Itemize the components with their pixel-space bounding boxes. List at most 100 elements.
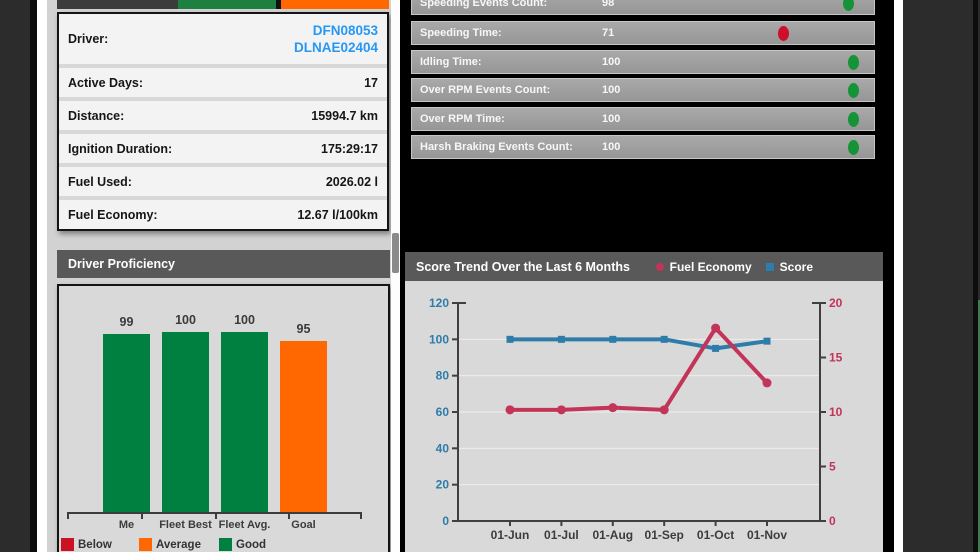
info-row: Fuel Used: 2026.02 l xyxy=(59,163,387,196)
data-point-fuel-economy xyxy=(659,405,669,415)
score-trend-title: Score Trend Over the Last 6 Months xyxy=(416,259,630,274)
legend-label: Below xyxy=(78,538,112,551)
info-value: 15994.7 km xyxy=(311,108,378,123)
average-swatch-icon xyxy=(139,538,152,551)
bar-value-label: 100 xyxy=(175,313,196,327)
info-label: Driver: xyxy=(68,32,109,46)
left-scrollbar[interactable] xyxy=(391,0,400,552)
info-label: Distance: xyxy=(68,108,125,123)
status-dot-good-icon xyxy=(847,140,859,155)
legend-average[interactable]: Average xyxy=(139,538,201,551)
data-point-score xyxy=(506,335,514,343)
series-line-score xyxy=(508,337,769,351)
score-detail-column: Speeding Events Count: 98 Speeding Time: 71… xyxy=(400,0,894,552)
info-row: Ignition Duration: 175:29:17 xyxy=(59,130,387,163)
metric-row: Idling Time: 100 xyxy=(411,49,875,74)
data-point-fuel-economy xyxy=(608,403,618,413)
right-gutter xyxy=(894,0,903,552)
info-label: Ignition Duration: xyxy=(68,141,173,156)
right-tick-label: 15 xyxy=(829,351,843,365)
legend-label: Average xyxy=(156,538,201,551)
info-row: Fuel Economy: 12.67 l/100km xyxy=(59,196,387,229)
info-value: 12.67 l/100km xyxy=(297,207,378,222)
bar-category-label: Fleet Avg. xyxy=(218,519,271,531)
metric-value: 100 xyxy=(602,84,621,96)
right-tick-label: 10 xyxy=(829,405,843,419)
status-dot-good-icon xyxy=(847,111,859,127)
metric-label: Over RPM Events Count: xyxy=(420,84,551,96)
info-label: Active Days: xyxy=(68,75,144,90)
info-value: 2026.02 l xyxy=(325,174,378,189)
info-row: Driver: DFN08053 DLNAE02404 xyxy=(59,14,387,64)
score-marker-icon xyxy=(765,262,774,271)
bezel-stripe xyxy=(973,0,978,552)
proficiency-bar-fleet-best xyxy=(162,332,209,512)
data-point-score xyxy=(660,335,668,343)
series-line-fuel-economy xyxy=(508,326,769,412)
score-gauge-bar xyxy=(57,0,389,9)
below-swatch-icon xyxy=(61,538,74,551)
driver-info-table: Driver: DFN08053 DLNAE02404 Active Days: 17 D… xyxy=(57,12,389,231)
x-tick-label: 01-Sep xyxy=(645,528,684,542)
legend-fuel-economy[interactable]: Fuel Economy xyxy=(655,259,752,274)
score-trend-legend: Fuel Economy Score xyxy=(655,252,813,281)
bar-category-label: Goal xyxy=(291,519,316,531)
metric-label: Speeding Time: xyxy=(420,27,502,39)
driver-proficiency-header: Driver Proficiency xyxy=(57,250,390,278)
fuel-economy-label: Fuel Economy xyxy=(669,259,752,274)
proficiency-bar-goal xyxy=(280,341,327,512)
right-tick-label: 20 xyxy=(829,296,843,310)
x-axis-tick xyxy=(140,514,143,519)
metric-label: Speeding Events Count: xyxy=(420,0,548,9)
edge-artifact xyxy=(978,300,980,552)
data-point-fuel-economy xyxy=(556,405,566,415)
score-trend-plot: 0 20 40 60 80 100 120 0 5 10 15 20 01-Jun 01-Jul 01-Au… xyxy=(429,296,843,542)
x-tick-label: 01-Jul xyxy=(544,528,579,542)
info-row: Distance: 15994.7 km xyxy=(59,97,387,130)
gauge-segment-dark xyxy=(57,0,178,9)
status-dot-good-icon xyxy=(843,0,855,11)
left-tick-label: 120 xyxy=(429,296,449,310)
x-tick-label: 01-Oct xyxy=(697,528,734,542)
x-tick-label: 01-Aug xyxy=(592,528,633,542)
left-tick-label: 40 xyxy=(436,441,450,455)
legend-good[interactable]: Good xyxy=(219,538,266,551)
metric-row: Speeding Events Count: 98 xyxy=(411,0,875,15)
driver-id: DFN08053 xyxy=(312,23,378,38)
driver-proficiency-title: Driver Proficiency xyxy=(68,257,175,271)
metric-label: Over RPM Time: xyxy=(420,112,505,125)
driver-id-values: DFN08053 DLNAE02404 xyxy=(294,22,378,56)
x-axis-tick xyxy=(214,514,217,519)
fuel-economy-marker-icon xyxy=(655,262,664,271)
proficiency-bar-fleet-avg- xyxy=(221,332,268,512)
right-tick-label: 5 xyxy=(829,460,836,474)
score-trend-header: Score Trend Over the Last 6 Months Fuel … xyxy=(405,252,883,281)
info-row: Active Days: 17 xyxy=(59,64,387,97)
metric-row: Speeding Time: 71 xyxy=(411,21,875,45)
metric-value: 100 xyxy=(602,55,621,68)
legend-score[interactable]: Score xyxy=(765,260,813,274)
metric-row: Harsh Braking Events Count: 100 xyxy=(411,135,875,159)
metric-value: 98 xyxy=(602,0,615,9)
info-label: Fuel Used: xyxy=(68,174,132,189)
data-point-score xyxy=(763,337,771,345)
status-dot-good-icon xyxy=(847,83,859,98)
x-axis-tick xyxy=(288,514,291,519)
legend-below[interactable]: Below xyxy=(61,538,112,551)
data-point-fuel-economy xyxy=(762,378,772,388)
x-axis-tick xyxy=(67,514,69,519)
good-swatch-icon xyxy=(219,538,232,551)
left-scrollbar-thumb[interactable] xyxy=(392,233,399,273)
data-point-score xyxy=(609,335,617,343)
gauge-segment-good xyxy=(177,0,276,9)
x-tick-label: 01-Jun xyxy=(491,528,530,542)
gauge-segment-marker xyxy=(275,0,282,9)
bar-value-label: 95 xyxy=(296,322,311,336)
data-point-fuel-economy xyxy=(505,405,515,415)
bar-value-label: 99 xyxy=(119,315,134,329)
right-bezel xyxy=(903,0,980,552)
info-value: 175:29:17 xyxy=(321,141,378,156)
left-gutter xyxy=(37,0,47,552)
metric-label: Idling Time: xyxy=(420,55,482,68)
